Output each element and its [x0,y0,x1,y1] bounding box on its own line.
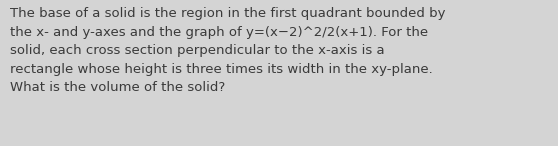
Text: The base of a solid is the region in the first quadrant bounded by
the x- and y-: The base of a solid is the region in the… [10,7,445,94]
